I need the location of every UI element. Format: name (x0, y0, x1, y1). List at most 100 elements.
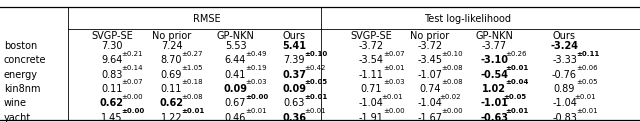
Text: Test log-likelihood: Test log-likelihood (424, 14, 511, 24)
Text: -3.72: -3.72 (417, 41, 443, 51)
Text: ±0.18: ±0.18 (181, 79, 203, 85)
Text: energy: energy (4, 70, 38, 80)
Text: ±0.01: ±0.01 (506, 108, 529, 114)
Text: 0.11: 0.11 (161, 84, 182, 94)
Text: ±0.04: ±0.04 (506, 79, 529, 85)
Text: ±0.10: ±0.10 (304, 51, 327, 56)
Text: 0.11: 0.11 (101, 84, 123, 94)
Text: ±0.27: ±0.27 (181, 51, 203, 56)
Text: ±0.08: ±0.08 (181, 94, 203, 100)
Text: -3.77: -3.77 (481, 41, 507, 51)
Text: 6.44: 6.44 (225, 55, 246, 65)
Text: ±0.01: ±0.01 (506, 65, 529, 71)
Text: ±0.49: ±0.49 (245, 51, 267, 56)
Text: 0.71: 0.71 (360, 84, 382, 94)
Text: ±0.05: ±0.05 (504, 94, 527, 100)
Text: -0.63: -0.63 (480, 113, 508, 122)
Text: GP-NKN: GP-NKN (475, 31, 513, 41)
Text: No prior: No prior (410, 31, 450, 41)
Text: 0.09: 0.09 (282, 84, 307, 94)
Text: 0.09: 0.09 (223, 84, 248, 94)
Text: ±0.00: ±0.00 (122, 108, 145, 114)
Text: ±0.11: ±0.11 (576, 51, 600, 56)
Text: 0.62: 0.62 (159, 98, 184, 108)
Text: -3.33: -3.33 (552, 55, 577, 65)
Text: ±0.02: ±0.02 (440, 94, 461, 100)
Text: 0.36: 0.36 (282, 113, 307, 122)
Text: ±0.07: ±0.07 (383, 51, 404, 56)
Text: 0.37: 0.37 (282, 70, 307, 80)
Text: ±0.05: ±0.05 (576, 79, 598, 85)
Text: -1.91: -1.91 (359, 113, 383, 122)
Text: boston: boston (4, 41, 37, 51)
Text: concrete: concrete (4, 55, 46, 65)
Text: -3.72: -3.72 (358, 41, 384, 51)
Text: ±0.01: ±0.01 (245, 108, 267, 114)
Text: ±0.03: ±0.03 (383, 79, 404, 85)
Text: -0.83: -0.83 (552, 113, 577, 122)
Text: No prior: No prior (152, 31, 191, 41)
Text: 0.46: 0.46 (225, 113, 246, 122)
Text: 0.41: 0.41 (225, 70, 246, 80)
Text: wine: wine (4, 98, 27, 108)
Text: 0.62: 0.62 (100, 98, 124, 108)
Text: ±0.01: ±0.01 (304, 108, 326, 114)
Text: 7.24: 7.24 (161, 41, 182, 51)
Text: 7.39: 7.39 (284, 55, 305, 65)
Text: ±0.26: ±0.26 (506, 51, 527, 56)
Text: ±0.14: ±0.14 (122, 65, 143, 71)
Text: SVGP-SE: SVGP-SE (350, 31, 392, 41)
Text: -0.54: -0.54 (480, 70, 508, 80)
Text: ±0.21: ±0.21 (122, 51, 143, 56)
Text: ±0.00: ±0.00 (245, 94, 268, 100)
Text: -1.04: -1.04 (418, 98, 442, 108)
Text: kin8nm: kin8nm (4, 84, 40, 94)
Text: ±0.06: ±0.06 (576, 65, 598, 71)
Text: RMSE: RMSE (193, 14, 220, 24)
Text: ±0.01: ±0.01 (181, 108, 204, 114)
Text: -3.54: -3.54 (358, 55, 384, 65)
Text: ±0.03: ±0.03 (245, 79, 267, 85)
Text: -1.01: -1.01 (480, 98, 508, 108)
Text: ±0.42: ±0.42 (304, 65, 325, 71)
Text: -3.24: -3.24 (550, 41, 579, 51)
Text: ±0.01: ±0.01 (574, 94, 596, 100)
Text: 1.22: 1.22 (161, 113, 182, 122)
Text: 0.74: 0.74 (419, 84, 441, 94)
Text: -0.76: -0.76 (552, 70, 577, 80)
Text: ±0.08: ±0.08 (442, 65, 463, 71)
Text: 5.41: 5.41 (282, 41, 307, 51)
Text: 0.69: 0.69 (161, 70, 182, 80)
Text: 8.70: 8.70 (161, 55, 182, 65)
Text: 0.83: 0.83 (101, 70, 123, 80)
Text: ±0.07: ±0.07 (122, 79, 143, 85)
Text: 0.89: 0.89 (554, 84, 575, 94)
Text: ±0.00: ±0.00 (442, 108, 463, 114)
Text: Ours: Ours (553, 31, 576, 41)
Text: ±0.00: ±0.00 (383, 108, 404, 114)
Text: ±0.05: ±0.05 (304, 79, 327, 85)
Text: -1.04: -1.04 (552, 98, 577, 108)
Text: 0.63: 0.63 (284, 98, 305, 108)
Text: ±0.01: ±0.01 (381, 94, 403, 100)
Text: ±0.01: ±0.01 (383, 65, 404, 71)
Text: ±0.10: ±0.10 (442, 51, 463, 56)
Text: 9.64: 9.64 (101, 55, 123, 65)
Text: -1.11: -1.11 (359, 70, 383, 80)
Text: 1.02: 1.02 (482, 84, 506, 94)
Text: SVGP-SE: SVGP-SE (91, 31, 133, 41)
Text: ±1.05: ±1.05 (181, 65, 203, 71)
Text: Ours: Ours (283, 31, 306, 41)
Text: 1.45: 1.45 (101, 113, 123, 122)
Text: 5.53: 5.53 (225, 41, 246, 51)
Text: -1.67: -1.67 (417, 113, 443, 122)
Text: yacht: yacht (4, 113, 31, 122)
Text: 0.67: 0.67 (225, 98, 246, 108)
Text: ±0.01: ±0.01 (304, 94, 327, 100)
Text: -3.45: -3.45 (417, 55, 443, 65)
Text: 7.30: 7.30 (101, 41, 123, 51)
Text: GP-NKN: GP-NKN (216, 31, 255, 41)
Text: -1.04: -1.04 (359, 98, 383, 108)
Text: -1.07: -1.07 (417, 70, 443, 80)
Text: ±0.19: ±0.19 (245, 65, 267, 71)
